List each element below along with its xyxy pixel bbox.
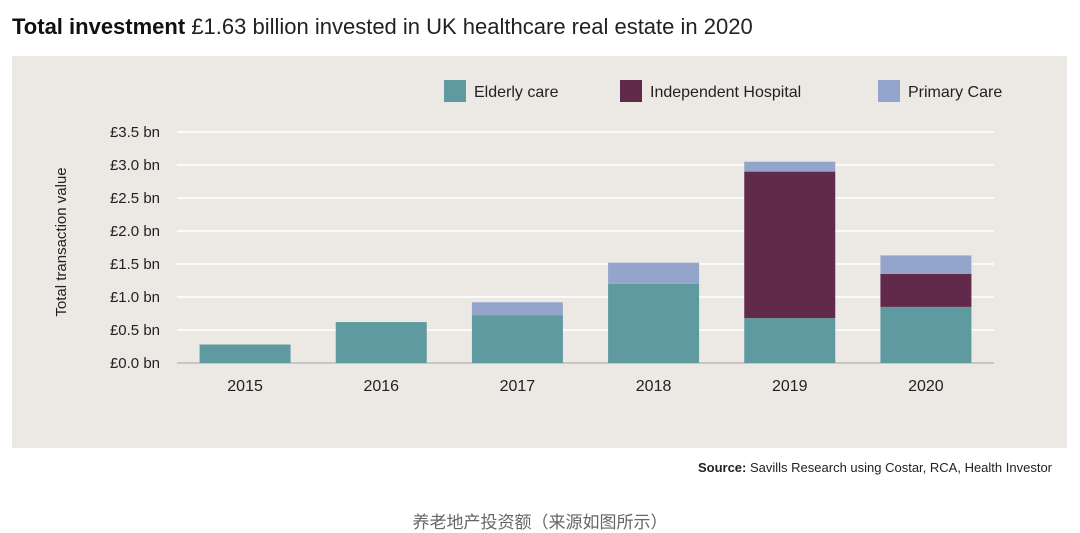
source-text: Savills Research using Costar, RCA, Heal… [749, 460, 1052, 475]
figure-caption: 养老地产投资额（来源如图所示） [412, 513, 668, 533]
bar-primary-care-2017 [471, 302, 563, 316]
chart-panel: £0.0 bn £0.5 bn £1.0 bn £1.5 bn £2.0 bn £2.5 … [12, 56, 1067, 448]
y-axis-label: Total transaction value [53, 167, 70, 316]
y-tick-label: £0.5 bn [110, 322, 160, 339]
bar-elderly-care-2018 [608, 283, 700, 363]
x-tick-label-2015: 2015 [227, 378, 263, 395]
y-tick-label: £1.0 bn [110, 289, 160, 306]
y-tick-label: £0.0 bn [110, 355, 160, 372]
chart-title: Total investment £1.63 billion invested … [12, 14, 753, 40]
bar-elderly-care-2016 [335, 322, 427, 363]
legend-label-independent-hospital: Independent Hospital [650, 84, 801, 101]
bar-primary-care-2018 [608, 262, 700, 284]
y-tick-label: £1.5 bn [110, 256, 160, 273]
legend-swatch-primary-care [878, 80, 900, 102]
x-tick-label-2019: 2019 [772, 378, 808, 395]
legend-swatch-independent-hospital [620, 80, 642, 102]
legend-swatch-elderly-care [444, 80, 466, 102]
bar-independent-hospital-2020 [880, 273, 972, 307]
y-tick-label: £2.0 bn [110, 223, 160, 240]
x-tick-label-2016: 2016 [363, 378, 399, 395]
x-tick-label-2017: 2017 [500, 378, 536, 395]
y-tick-label: £3.0 bn [110, 157, 160, 174]
bar-elderly-care-2017 [471, 315, 563, 363]
source-note: Source: Savills Research using Costar, R… [698, 460, 1052, 475]
bar-primary-care-2020 [880, 255, 972, 274]
title-subtitle: £1.63 billion invested in UK healthcare … [191, 14, 753, 39]
x-tick-label-2018: 2018 [636, 378, 672, 395]
bar-primary-care-2019 [744, 161, 836, 172]
y-tick-label: £3.5 bn [110, 124, 160, 141]
title-bold: Total investment [12, 14, 186, 39]
bar-elderly-care-2015 [199, 344, 291, 363]
bar-elderly-care-2020 [880, 306, 972, 363]
stacked-bar-chart: £0.0 bn £0.5 bn £1.0 bn £1.5 bn £2.0 bn £2.5 … [53, 80, 1002, 395]
legend-label-elderly-care: Elderly care [474, 84, 559, 101]
x-tick-label-2020: 2020 [908, 378, 944, 395]
bar-elderly-care-2019 [744, 318, 836, 363]
legend-label-primary-care: Primary Care [908, 84, 1002, 101]
source-label: Source: [697, 460, 747, 475]
bar-independent-hospital-2019 [744, 171, 836, 319]
y-tick-label: £2.5 bn [110, 190, 160, 207]
